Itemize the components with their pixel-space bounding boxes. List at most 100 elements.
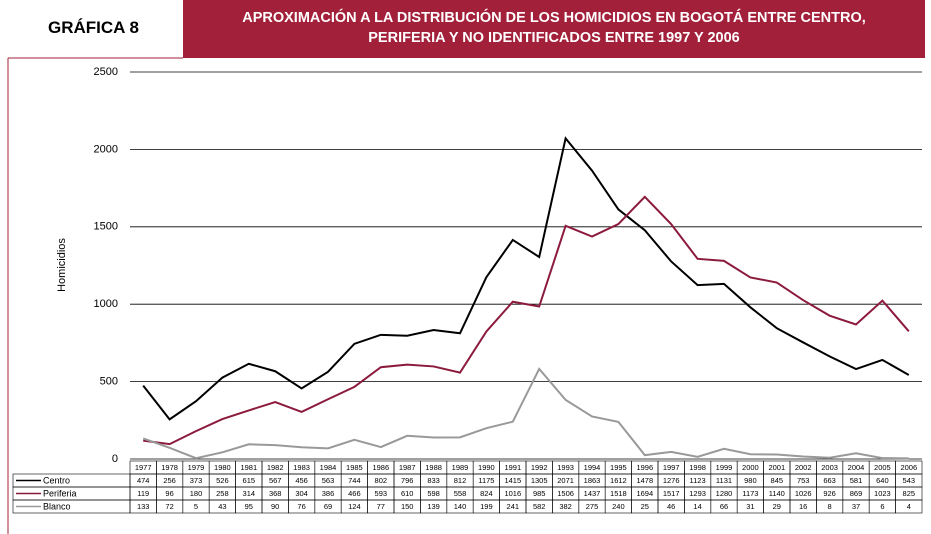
table-value: 581 bbox=[850, 476, 863, 485]
table-value: 90 bbox=[271, 502, 279, 511]
table-value: 1016 bbox=[504, 489, 521, 498]
y-tick-label: 2000 bbox=[94, 143, 118, 155]
table-value: 1131 bbox=[716, 476, 732, 485]
table-value: 95 bbox=[245, 502, 253, 511]
table-value: 2071 bbox=[557, 476, 574, 485]
table-value: 4 bbox=[907, 502, 911, 511]
table-value: 72 bbox=[165, 502, 173, 511]
table-value: 1415 bbox=[504, 476, 521, 485]
table-value: 240 bbox=[612, 502, 625, 511]
table-value: 31 bbox=[746, 502, 754, 511]
table-value: 25 bbox=[641, 502, 649, 511]
x-tick-label: 1999 bbox=[716, 463, 733, 472]
table-value: 926 bbox=[823, 489, 836, 498]
y-tick-label: 0 bbox=[112, 453, 118, 465]
table-value: 812 bbox=[454, 476, 467, 485]
table-value: 180 bbox=[190, 489, 203, 498]
table-value: 241 bbox=[507, 502, 520, 511]
table-value: 1140 bbox=[769, 489, 785, 498]
table-value: 96 bbox=[165, 489, 173, 498]
x-tick-label: 1991 bbox=[504, 463, 521, 472]
x-tick-label: 2001 bbox=[768, 463, 785, 472]
table-value: 304 bbox=[295, 489, 308, 498]
table-value: 1437 bbox=[584, 489, 601, 498]
table-value: 985 bbox=[533, 489, 546, 498]
table-value: 37 bbox=[852, 502, 860, 511]
table-value: 1293 bbox=[689, 489, 706, 498]
table-value: 6 bbox=[880, 502, 884, 511]
table-value: 526 bbox=[216, 476, 229, 485]
table-value: 1026 bbox=[795, 489, 812, 498]
table-value: 1694 bbox=[636, 489, 653, 498]
table-value: 256 bbox=[163, 476, 176, 485]
series-line bbox=[142, 136, 910, 421]
table-value: 133 bbox=[137, 502, 150, 511]
y-tick-label: 2500 bbox=[94, 66, 118, 78]
y-tick-label: 1500 bbox=[94, 221, 118, 233]
table-value: 663 bbox=[823, 476, 836, 485]
table-value: 1506 bbox=[557, 489, 574, 498]
table-value: 8 bbox=[828, 502, 832, 511]
legend-label: Blanco bbox=[43, 501, 71, 511]
table-value: 1023 bbox=[874, 489, 891, 498]
legend-label: Centro bbox=[43, 475, 70, 485]
table-value: 824 bbox=[480, 489, 493, 498]
table-value: 558 bbox=[454, 489, 467, 498]
x-tick-label: 1987 bbox=[399, 463, 416, 472]
table-value: 1280 bbox=[716, 489, 733, 498]
y-axis-label: Homicidios bbox=[56, 238, 68, 292]
table-value: 802 bbox=[375, 476, 388, 485]
x-tick-label: 1986 bbox=[372, 463, 389, 472]
table-value: 796 bbox=[401, 476, 414, 485]
x-tick-label: 1993 bbox=[557, 463, 574, 472]
x-tick-label: 2005 bbox=[874, 463, 891, 472]
table-value: 980 bbox=[744, 476, 757, 485]
table-value: 610 bbox=[401, 489, 414, 498]
table-value: 456 bbox=[295, 476, 308, 485]
table-value: 1173 bbox=[742, 489, 758, 498]
table-value: 474 bbox=[137, 476, 150, 485]
x-tick-label: 1992 bbox=[531, 463, 548, 472]
x-tick-label: 1989 bbox=[452, 463, 469, 472]
table-value: 640 bbox=[876, 476, 889, 485]
table-value: 845 bbox=[771, 476, 784, 485]
table-value: 275 bbox=[586, 502, 599, 511]
x-tick-label: 1985 bbox=[346, 463, 363, 472]
table-value: 69 bbox=[324, 502, 332, 511]
table-value: 1175 bbox=[478, 476, 494, 485]
x-tick-label: 2006 bbox=[900, 463, 917, 472]
x-tick-label: 1979 bbox=[188, 463, 205, 472]
table-value: 14 bbox=[693, 502, 701, 511]
x-tick-label: 1998 bbox=[689, 463, 706, 472]
table-value: 1276 bbox=[663, 476, 680, 485]
table-value: 386 bbox=[322, 489, 335, 498]
series-line bbox=[142, 367, 909, 460]
figure-label: GRÁFICA 8 bbox=[48, 18, 139, 37]
table-value: 833 bbox=[427, 476, 440, 485]
x-tick-label: 1995 bbox=[610, 463, 627, 472]
table-value: 593 bbox=[375, 489, 388, 498]
table-value: 825 bbox=[903, 489, 916, 498]
table-value: 744 bbox=[348, 476, 361, 485]
table-value: 1478 bbox=[636, 476, 653, 485]
table-value: 1517 bbox=[663, 489, 680, 498]
y-tick-label: 1000 bbox=[94, 298, 118, 310]
table-value: 16 bbox=[799, 502, 807, 511]
legend-label: Periferia bbox=[43, 488, 77, 498]
x-tick-label: 1977 bbox=[135, 463, 152, 472]
table-value: 76 bbox=[297, 502, 305, 511]
x-tick-label: 1994 bbox=[584, 463, 601, 472]
table-value: 314 bbox=[243, 489, 256, 498]
table-value: 66 bbox=[720, 502, 728, 511]
table-value: 869 bbox=[850, 489, 863, 498]
x-tick-label: 1983 bbox=[293, 463, 310, 472]
y-tick-label: 500 bbox=[100, 376, 118, 388]
x-tick-label: 1982 bbox=[267, 463, 284, 472]
table-value: 615 bbox=[243, 476, 256, 485]
table-value: 139 bbox=[427, 502, 440, 511]
x-tick-label: 1978 bbox=[161, 463, 178, 472]
x-tick-label: 1990 bbox=[478, 463, 495, 472]
table-value: 150 bbox=[401, 502, 414, 511]
